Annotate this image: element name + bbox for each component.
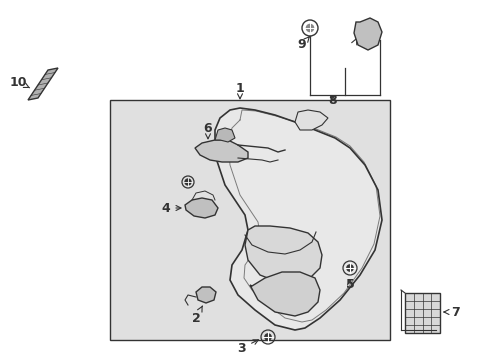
- Circle shape: [306, 24, 313, 32]
- Text: 6: 6: [203, 122, 212, 139]
- Polygon shape: [294, 110, 327, 130]
- Text: 9: 9: [297, 37, 309, 51]
- Circle shape: [346, 265, 352, 271]
- Text: 10: 10: [9, 76, 29, 89]
- Polygon shape: [195, 140, 247, 162]
- Polygon shape: [28, 68, 58, 100]
- Circle shape: [264, 334, 270, 340]
- Text: 1: 1: [235, 81, 244, 99]
- Polygon shape: [249, 272, 319, 316]
- Text: 7: 7: [443, 306, 458, 319]
- Text: 2: 2: [191, 306, 202, 324]
- Bar: [110, 100, 389, 340]
- Polygon shape: [184, 198, 218, 218]
- Text: 8: 8: [328, 94, 337, 107]
- Polygon shape: [196, 287, 216, 303]
- Text: 4: 4: [162, 202, 181, 215]
- Polygon shape: [244, 226, 321, 283]
- Text: 5: 5: [345, 279, 354, 292]
- Polygon shape: [215, 108, 381, 330]
- Bar: [404, 293, 439, 333]
- Polygon shape: [353, 18, 381, 50]
- Polygon shape: [215, 128, 235, 142]
- Text: 3: 3: [237, 340, 258, 355]
- Circle shape: [184, 179, 191, 185]
